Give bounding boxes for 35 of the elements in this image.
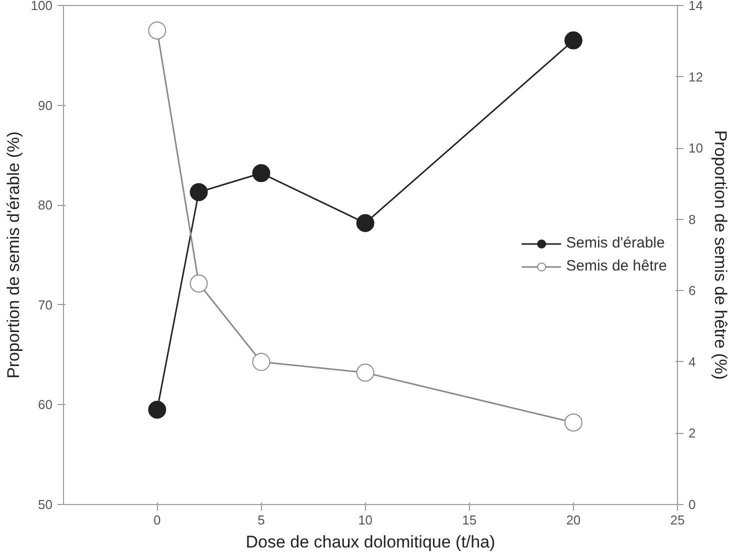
y2-tick-label: 2 <box>688 426 696 441</box>
y-tick-label: 50 <box>38 497 53 512</box>
y2-axis-title: Proportion de semis de hêtre (%) <box>710 130 730 380</box>
point <box>564 31 582 50</box>
point <box>190 183 208 202</box>
x-tick-label: 10 <box>358 512 373 528</box>
y-tick-label: 60 <box>38 397 53 412</box>
point <box>252 352 270 371</box>
point <box>356 214 374 232</box>
x-tick-label: 20 <box>566 512 581 528</box>
y-tick-label: 80 <box>38 198 53 213</box>
y-tick-label: 70 <box>38 297 53 312</box>
y2-tick-label: 6 <box>688 283 696 298</box>
point <box>148 21 166 40</box>
legend-label: Semis de hêtre <box>566 258 667 274</box>
y-axis-title: Proportion de semis d'érable (%) <box>4 131 23 379</box>
x-axis-title: Dose de chaux dolomitique (t/ha) <box>246 532 496 552</box>
y-tick-label: 90 <box>38 98 53 113</box>
y2-tick-label: 14 <box>688 0 703 13</box>
y2-tick-label: 10 <box>688 140 703 156</box>
point <box>148 400 166 419</box>
y2-tick-label: 0 <box>688 497 696 512</box>
point <box>356 364 374 382</box>
legend-label: Semis d'érable <box>566 234 665 252</box>
point <box>252 164 270 182</box>
point <box>564 414 582 432</box>
y-tick-label: 100 <box>30 0 53 13</box>
x-tick-label: 0 <box>154 512 161 528</box>
y2-tick-label: 8 <box>688 212 696 227</box>
x-tick-label: 5 <box>258 512 265 528</box>
x-tick-label: 25 <box>670 512 685 528</box>
point <box>190 274 208 292</box>
x-tick-label: 15 <box>462 512 477 528</box>
y2-tick-label: 4 <box>688 354 696 370</box>
y2-tick-label: 12 <box>688 69 703 84</box>
